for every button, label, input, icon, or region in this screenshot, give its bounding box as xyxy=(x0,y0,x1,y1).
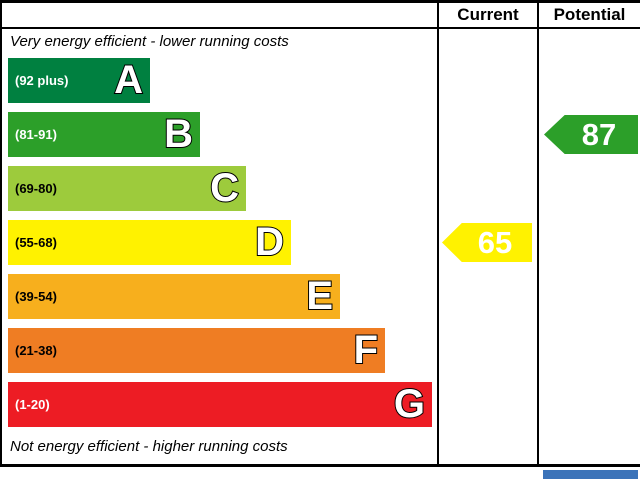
band-row-a: (92 plus) A xyxy=(8,57,150,103)
chart-top-border xyxy=(0,0,640,3)
potential-rating-value: 87 xyxy=(581,116,617,152)
band-row-g: (1-20) G xyxy=(8,381,432,427)
band-row-d: (55-68) D xyxy=(8,219,291,265)
band-letter: C xyxy=(209,165,240,211)
band-range-label: (55-68) xyxy=(15,235,57,250)
band-range-label: (21-38) xyxy=(15,343,57,358)
rating-bands: (92 plus) A (81-91) B (69-80) C (55-68) … xyxy=(8,57,432,427)
band-letter: F xyxy=(353,327,379,373)
bottom-note: Not energy efficient - higher running co… xyxy=(10,438,288,455)
band-row-b: (81-91) B xyxy=(8,111,200,157)
band-letter: G xyxy=(393,381,426,427)
band-row-e: (39-54) E xyxy=(8,273,340,319)
band-letter: A xyxy=(113,57,144,103)
footer-accent xyxy=(543,470,638,479)
top-note: Very energy efficient - lower running co… xyxy=(10,33,289,50)
potential-column-header: Potential xyxy=(553,5,626,24)
band-row-f: (21-38) F xyxy=(8,327,385,373)
potential-rating-arrow: 87 xyxy=(544,115,638,154)
band-range-label: (92 plus) xyxy=(15,73,69,88)
band-range-label: (39-54) xyxy=(15,289,57,304)
current-column-header: Current xyxy=(457,5,519,24)
potential-column-divider xyxy=(537,0,539,466)
current-rating-arrow: 65 xyxy=(442,223,532,262)
band-range-label: (69-80) xyxy=(15,181,57,196)
chart-bottom-border xyxy=(0,464,640,467)
current-column-divider xyxy=(437,0,439,466)
band-range-label: (1-20) xyxy=(15,397,50,412)
header-divider xyxy=(0,27,640,29)
current-rating-value: 65 xyxy=(477,224,513,260)
chart-left-border xyxy=(0,0,2,466)
band-letter: B xyxy=(163,111,194,157)
band-row-c: (69-80) C xyxy=(8,165,246,211)
band-letter: D xyxy=(254,219,285,265)
band-letter: E xyxy=(305,273,334,319)
band-range-label: (81-91) xyxy=(15,127,57,142)
